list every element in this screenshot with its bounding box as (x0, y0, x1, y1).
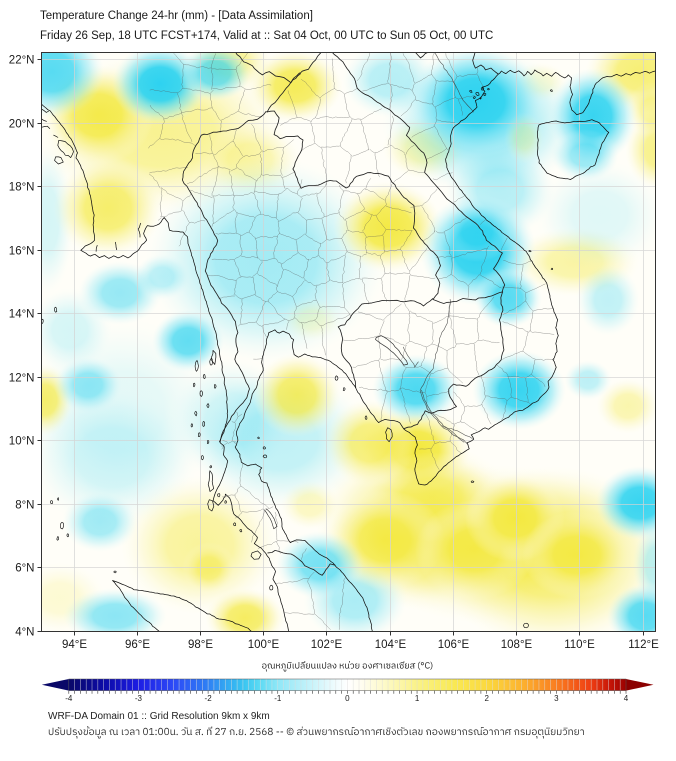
svg-text:2: 2 (484, 694, 489, 703)
svg-text:104°E: 104°E (375, 639, 407, 651)
svg-text:Temperature Change 24-hr (mm): Temperature Change 24-hr (mm) - [Data As… (40, 10, 313, 22)
svg-text:4°N: 4°N (15, 627, 34, 639)
svg-text:8°N: 8°N (15, 500, 34, 512)
svg-text:22°N: 22°N (9, 55, 35, 67)
svg-text:94°E: 94°E (62, 639, 87, 651)
svg-text:-4: -4 (65, 694, 73, 703)
svg-text:20°N: 20°N (9, 119, 35, 131)
svg-text:16°N: 16°N (9, 246, 35, 258)
svg-text:108°E: 108°E (501, 639, 533, 651)
svg-text:14°N: 14°N (9, 309, 35, 321)
svg-text:4: 4 (624, 694, 629, 703)
svg-text:96°E: 96°E (125, 639, 150, 651)
svg-text:WRF-DA Domain 01 :: Grid Resol: WRF-DA Domain 01 :: Grid Resolution 9km … (48, 711, 270, 722)
svg-text:112°E: 112°E (628, 639, 659, 651)
svg-text:6°N: 6°N (15, 563, 34, 575)
svg-text:1: 1 (415, 694, 420, 703)
svg-text:-2: -2 (205, 694, 213, 703)
svg-text:102°E: 102°E (311, 639, 343, 651)
svg-text:10°N: 10°N (9, 436, 35, 448)
svg-text:0: 0 (345, 694, 350, 703)
svg-text:106°E: 106°E (438, 639, 470, 651)
svg-text:Friday 26 Sep, 18 UTC FCST+174: Friday 26 Sep, 18 UTC FCST+174, Valid at… (40, 30, 493, 42)
svg-text:3: 3 (554, 694, 559, 703)
svg-text:110°E: 110°E (564, 639, 595, 651)
svg-text:12°N: 12°N (9, 373, 35, 385)
svg-text:100°E: 100°E (248, 639, 280, 651)
svg-text:-1: -1 (274, 694, 282, 703)
svg-text:-3: -3 (135, 694, 143, 703)
svg-text:18°N: 18°N (9, 182, 35, 194)
svg-text:98°E: 98°E (188, 639, 213, 651)
